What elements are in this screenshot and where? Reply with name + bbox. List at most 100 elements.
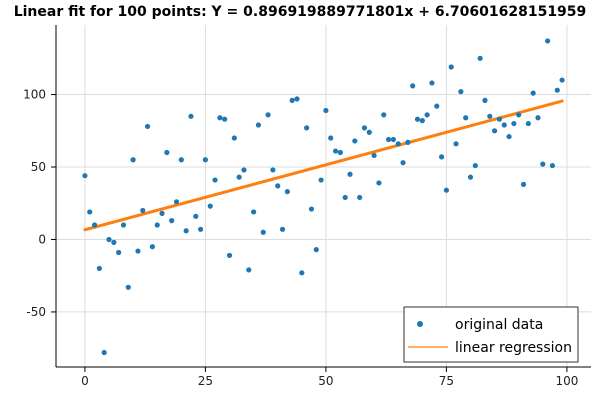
data-point: [453, 141, 459, 147]
x-tick-label: 25: [198, 374, 213, 388]
data-point: [323, 107, 329, 114]
legend-label-original-data: original data: [455, 317, 543, 333]
data-point: [381, 112, 387, 118]
data-point: [260, 229, 266, 235]
data-point: [463, 115, 469, 121]
data-point: [424, 112, 430, 118]
data-point: [482, 97, 488, 103]
data-point: [477, 55, 483, 61]
data-point: [347, 171, 353, 177]
y-tick-label: 50: [31, 160, 46, 174]
chart-title: Linear fit for 100 points: Y = 0.8969198…: [13, 4, 587, 20]
data-point: [540, 161, 546, 167]
data-point: [169, 218, 175, 224]
data-point: [337, 149, 343, 156]
data-point: [448, 64, 454, 70]
data-point: [525, 120, 531, 127]
data-point: [535, 115, 541, 121]
data-point: [516, 112, 522, 118]
data-point: [318, 177, 324, 183]
data-point: [111, 239, 117, 245]
data-point: [279, 226, 286, 232]
x-tick-label: 50: [318, 374, 333, 388]
data-point: [395, 141, 401, 147]
data-point: [241, 167, 247, 173]
x-tick-label: 100: [555, 374, 578, 388]
data-point: [405, 139, 411, 145]
data-point: [342, 194, 348, 201]
data-point: [125, 284, 131, 290]
y-tick-label: -50: [26, 305, 46, 319]
data-point: [419, 118, 425, 124]
data-point: [328, 135, 334, 141]
data-point: [149, 244, 155, 250]
data-point: [212, 177, 218, 183]
data-point: [506, 133, 512, 140]
legend-box: [403, 306, 579, 363]
data-point: [530, 90, 536, 96]
regression-line: [83, 99, 564, 232]
data-point: [554, 87, 560, 93]
grid-lines: [56, 25, 591, 367]
regression-line-group: [83, 99, 564, 232]
data-point: [559, 77, 565, 83]
data-point: [284, 189, 290, 195]
data-point: [251, 209, 257, 215]
data-point: [545, 38, 551, 44]
data-point: [511, 120, 517, 127]
data-point: [371, 152, 377, 159]
data-point: [255, 122, 262, 128]
data-point: [144, 123, 151, 130]
data-point: [376, 180, 382, 186]
legend-scatter-marker: [417, 321, 423, 327]
data-point: [458, 89, 464, 95]
data-point: [207, 203, 213, 209]
data-point: [443, 187, 450, 193]
data-point: [429, 80, 435, 86]
data-point: [332, 148, 339, 154]
data-point: [173, 199, 180, 205]
data-point: [236, 174, 242, 180]
data-point: [265, 112, 271, 118]
data-point: [400, 160, 406, 166]
data-point: [308, 206, 315, 212]
data-point: [352, 138, 358, 144]
y-tick-label: 0: [38, 232, 46, 246]
scatter-points: [82, 38, 565, 356]
data-point: [96, 265, 102, 272]
data-point: [501, 122, 507, 128]
data-point: [120, 222, 127, 228]
data-point: [549, 162, 556, 169]
data-point: [294, 96, 300, 102]
data-point: [87, 209, 93, 215]
data-point: [188, 113, 194, 119]
data-point: [434, 103, 440, 109]
data-point: [101, 349, 107, 356]
data-point: [222, 116, 228, 122]
data-point: [304, 125, 310, 131]
tick-marks: 0 25 50 75 100 -50 0 50 100: [23, 88, 578, 388]
data-point: [487, 113, 493, 119]
data-point: [289, 97, 295, 103]
x-tick-label: 0: [81, 374, 89, 388]
data-point: [154, 222, 160, 228]
data-point: [116, 249, 122, 256]
data-point: [410, 83, 416, 89]
data-point: [164, 149, 170, 156]
data-point: [414, 116, 421, 122]
data-point: [178, 157, 184, 163]
data-point: [130, 157, 136, 163]
legend: original data linear regression: [403, 306, 579, 363]
axes: [55, 25, 591, 368]
data-point: [193, 213, 199, 219]
data-point: [313, 247, 319, 253]
data-point: [197, 226, 204, 232]
data-point: [183, 228, 189, 234]
data-point: [217, 115, 223, 121]
data-point: [366, 129, 372, 135]
data-point: [438, 154, 445, 160]
data-point: [231, 135, 237, 141]
data-point: [246, 267, 252, 273]
data-point: [385, 136, 392, 143]
